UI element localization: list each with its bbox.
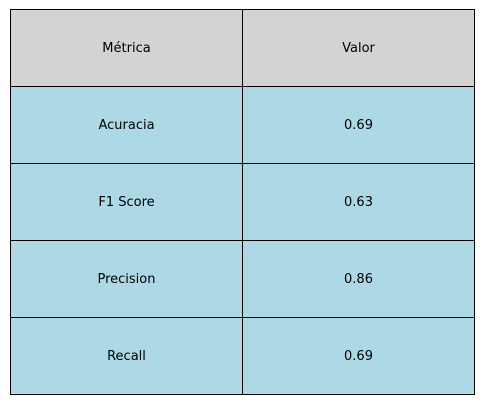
metric-name-cell: Acuracia xyxy=(10,86,243,164)
header-value: Valor xyxy=(242,9,475,87)
metrics-table: Métrica Valor Acuracia 0.69 F1 Score 0.6… xyxy=(10,9,475,395)
header-metric: Métrica xyxy=(10,9,243,87)
table-row: Acuracia 0.69 xyxy=(10,86,475,164)
table-row: F1 Score 0.63 xyxy=(10,163,475,241)
metric-value-cell: 0.69 xyxy=(242,86,475,164)
metric-value-cell: 0.86 xyxy=(242,240,475,318)
metric-name-cell: F1 Score xyxy=(10,163,243,241)
table-row: Recall 0.69 xyxy=(10,317,475,395)
table-row: Precision 0.86 xyxy=(10,240,475,318)
metric-value-cell: 0.69 xyxy=(242,317,475,395)
metric-value-cell: 0.63 xyxy=(242,163,475,241)
metric-name-cell: Recall xyxy=(10,317,243,395)
metric-name-cell: Precision xyxy=(10,240,243,318)
table-header-row: Métrica Valor xyxy=(10,9,475,87)
